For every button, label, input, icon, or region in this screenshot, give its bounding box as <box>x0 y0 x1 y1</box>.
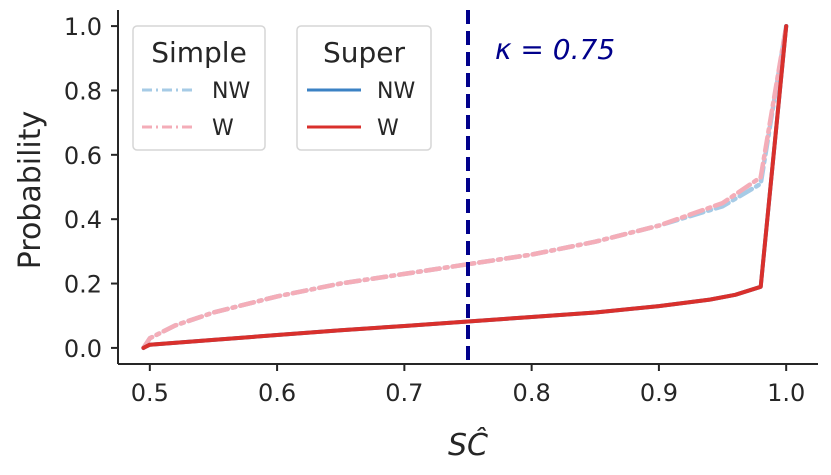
x-tick-label: 0.7 <box>385 379 423 407</box>
legend-simple-w-label: W <box>212 116 234 141</box>
series-line-super-w <box>141 24 789 350</box>
legend-simple-nw-label: NW <box>212 79 250 104</box>
y-tick-label: 0.4 <box>64 206 102 234</box>
y-tick-label: 0.8 <box>64 77 102 105</box>
x-tick-label: 0.9 <box>640 379 678 407</box>
legend-simple-title: Simple <box>151 36 247 69</box>
threshold-annotation: κ = 0.75 <box>495 33 615 66</box>
x-ticks: 0.5 0.6 0.7 0.8 0.9 1.0 <box>131 364 805 407</box>
x-tick-label: 1.0 <box>767 379 805 407</box>
x-tick-label: 0.6 <box>258 379 296 407</box>
legend-super-frame <box>296 25 432 151</box>
legend-simple: Simple NW W <box>132 25 266 151</box>
legend-super-w-label: W <box>377 116 399 141</box>
y-tick-label: 1.0 <box>64 13 102 41</box>
legend-super: Super NW W <box>296 25 432 151</box>
y-axis-title: Probability <box>13 111 48 270</box>
y-ticks: 0.0 0.2 0.4 0.6 0.8 1.0 <box>64 13 118 363</box>
x-axis-title: SĈ <box>448 426 488 463</box>
legend-simple-frame <box>132 25 266 151</box>
axes <box>117 10 818 365</box>
x-tick-label: 0.8 <box>513 379 551 407</box>
x-tick-label: 0.5 <box>131 379 169 407</box>
series-line-simple-w <box>141 23 789 351</box>
y-tick-label: 0.0 <box>64 335 102 363</box>
y-tick-label: 0.6 <box>64 142 102 170</box>
legend-super-title: Super <box>323 36 406 69</box>
y-tick-label: 0.2 <box>64 271 102 299</box>
legend-super-nw-label: NW <box>377 79 415 104</box>
plot-area <box>141 23 789 351</box>
